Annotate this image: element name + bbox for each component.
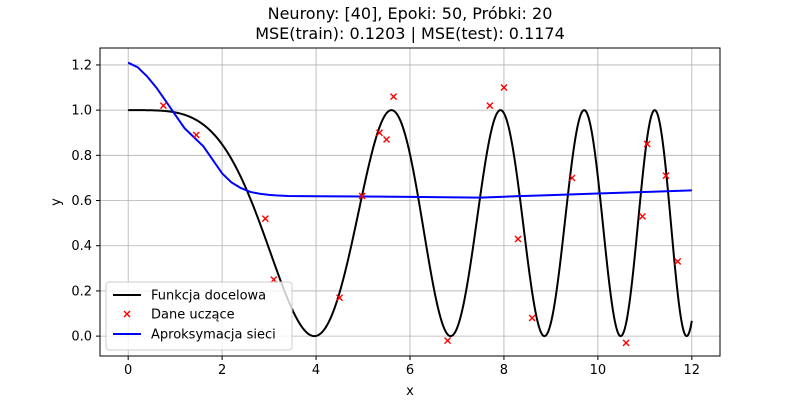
data-point-marker [390, 93, 398, 101]
x-tick-label: 2 [218, 363, 226, 378]
marker-stroke [358, 192, 366, 200]
x-axis-label: x [406, 384, 414, 399]
data-point-marker [444, 337, 452, 345]
marker-stroke [622, 339, 630, 347]
y-tick-label: 0.4 [71, 239, 92, 254]
marker-stroke [192, 131, 200, 139]
marker-stroke [390, 93, 398, 101]
marker-stroke [375, 129, 383, 137]
marker-stroke [528, 314, 536, 322]
data-point-marker [674, 258, 682, 266]
plot-series [127, 61, 693, 347]
legend-marker-data [123, 310, 131, 318]
data-point-marker [568, 174, 576, 182]
data-point-marker [500, 84, 508, 92]
data-point-marker [639, 212, 646, 220]
axes-frame [99, 47, 721, 357]
data-point-marker [192, 131, 200, 139]
marker-stroke [486, 102, 494, 110]
marker-stroke [159, 102, 167, 110]
marker-stroke [674, 258, 682, 266]
marker-stroke [639, 212, 646, 220]
x-tick-label: 4 [312, 363, 320, 378]
data-point-marker [375, 129, 383, 137]
marker-stroke [643, 140, 651, 148]
data-point-marker [662, 172, 670, 180]
series-line-approx [127, 61, 692, 199]
marker-stroke [500, 84, 508, 92]
marker-stroke [568, 174, 576, 182]
data-point-marker [261, 215, 269, 223]
legend-label-target: Funkcja docelowa [151, 289, 266, 304]
legend: Funkcja docelowa Dane uczące Aproksymacj… [105, 281, 293, 351]
y-axis-label: y [49, 198, 64, 206]
data-point-marker [643, 140, 651, 148]
axis-ticks: 0 2 4 6 8 10 12 0.0 0.2 0.4 0.6 0.8 1.0 1.2 [71, 58, 700, 378]
y-tick-label: 0.2 [71, 284, 92, 299]
x-tick-label: 12 [684, 363, 701, 378]
legend-box [105, 281, 293, 351]
data-point-marker [336, 294, 344, 302]
y-tick-label: 1.0 [71, 104, 92, 119]
data-point-marker [528, 314, 536, 322]
x-tick-label: 0 [124, 363, 132, 378]
marker-stroke [662, 172, 670, 180]
marker-stroke [336, 294, 344, 302]
legend-label-approx: Aproksymacja sieci [151, 328, 276, 343]
data-point-marker [358, 192, 366, 200]
chart-title-line1: Neurony: [40], Epoki: 50, Próbki: 20 [268, 4, 553, 23]
y-tick-label: 1.2 [71, 58, 92, 73]
data-point-marker [383, 136, 391, 144]
marker-stroke [514, 235, 522, 243]
legend-label-data: Dane uczące [151, 308, 235, 323]
series-line-target [128, 109, 693, 338]
x-tick-label: 10 [590, 363, 607, 378]
y-tick-label: 0.6 [71, 194, 92, 209]
x-tick-label: 8 [500, 363, 508, 378]
marker-stroke [261, 215, 269, 223]
data-point-marker [159, 102, 167, 110]
data-point-marker [622, 339, 630, 347]
x-tick-label: 6 [406, 363, 414, 378]
marker-stroke [383, 136, 391, 144]
data-point-marker [486, 102, 494, 110]
chart-title-line2: MSE(train): 0.1203 | MSE(test): 0.1174 [255, 24, 565, 43]
data-point-marker [514, 235, 522, 243]
y-tick-label: 0.8 [71, 149, 92, 164]
marker-stroke [444, 337, 452, 345]
y-tick-label: 0.0 [71, 330, 92, 345]
